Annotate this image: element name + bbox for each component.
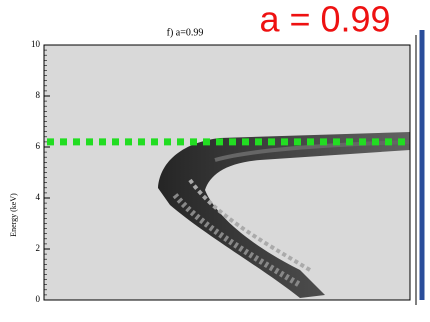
annotation: a = 0.99 (259, 0, 390, 40)
y-tick-label: 4 (36, 192, 41, 202)
y-tick-label: 10 (31, 39, 41, 49)
y-tick-label: 2 (36, 243, 41, 253)
plot-background (44, 45, 410, 300)
y-tick-label: 6 (36, 141, 41, 151)
chart-title: f) a=0.99 (167, 27, 204, 38)
y-axis-label: Energy (keV) (9, 193, 18, 237)
y-tick-label: 8 (36, 90, 41, 100)
y-tick-label: 0 (36, 294, 41, 304)
